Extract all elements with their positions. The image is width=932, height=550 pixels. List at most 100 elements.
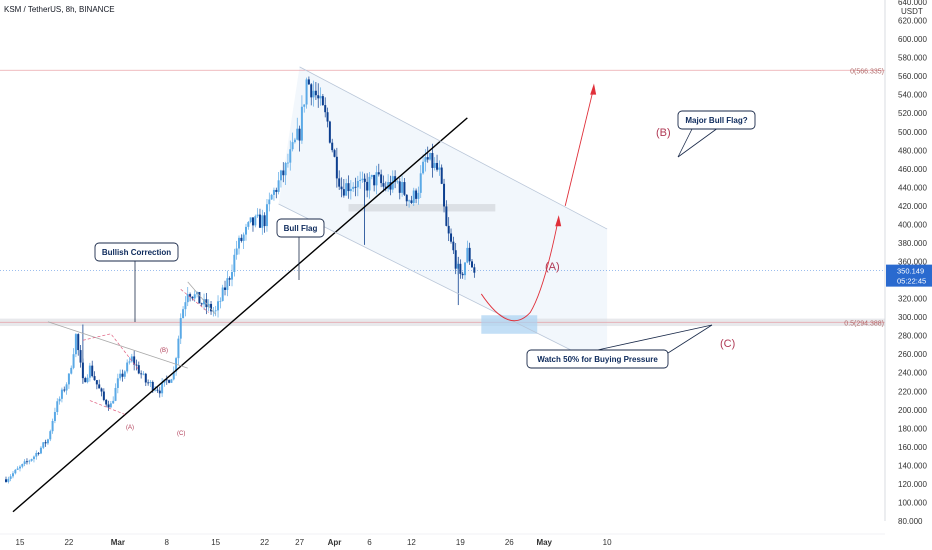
- x-tick-label: 22: [260, 538, 269, 547]
- candle-body: [415, 190, 418, 199]
- candle-body: [226, 278, 229, 290]
- candle-body: [37, 452, 40, 454]
- candle: [440, 164, 443, 185]
- candle: [377, 163, 380, 177]
- candle: [126, 359, 129, 374]
- candle-body: [126, 362, 129, 372]
- candle: [340, 177, 343, 198]
- candle-body: [263, 215, 266, 227]
- candle-body: [233, 254, 236, 272]
- candle-body: [408, 200, 411, 202]
- candle-body: [426, 157, 429, 160]
- candle: [238, 235, 240, 255]
- candle: [277, 171, 280, 195]
- candle: [375, 165, 378, 195]
- candle: [380, 169, 383, 188]
- callout-watch-50-pointer: [597, 324, 713, 351]
- candle-body: [303, 104, 306, 107]
- currency-label: USDT: [901, 7, 923, 16]
- countdown-value: 05:22:45: [897, 277, 926, 286]
- callout-bullish-correction-text: Bullish Correction: [102, 248, 171, 257]
- candle: [70, 365, 73, 375]
- candle: [359, 171, 362, 189]
- candle-body: [298, 128, 301, 141]
- candle: [419, 165, 422, 199]
- candle: [433, 157, 436, 171]
- candle-body: [461, 273, 464, 276]
- candle: [468, 242, 471, 265]
- candle: [331, 138, 334, 153]
- channel-lower: [278, 203, 608, 369]
- candle: [46, 438, 49, 445]
- candle: [247, 220, 250, 230]
- candle: [298, 125, 301, 152]
- candle: [119, 369, 122, 381]
- last-price-value: 350.149: [897, 267, 924, 276]
- projection-long-arrowhead: [590, 83, 597, 95]
- candle-body: [286, 162, 289, 164]
- candle: [382, 175, 385, 192]
- candle-body: [30, 459, 33, 461]
- candle-body: [42, 442, 45, 448]
- candle-body: [98, 384, 101, 389]
- wave-label-c-small: (C): [177, 431, 185, 437]
- candle-body: [394, 176, 397, 182]
- candle-body: [429, 153, 432, 160]
- candle-body: [7, 478, 10, 482]
- candle-body: [305, 79, 308, 105]
- candle: [224, 280, 227, 296]
- channel-upper: [299, 66, 608, 230]
- candle-body: [91, 365, 94, 377]
- candle-body: [272, 189, 275, 195]
- candle: [242, 232, 245, 249]
- wave-label-a-small: (A): [126, 425, 134, 431]
- candle: [398, 177, 401, 200]
- candle: [191, 296, 194, 301]
- candle-body: [18, 466, 21, 469]
- y-tick-label: 360.000: [898, 258, 927, 267]
- candle: [347, 175, 350, 199]
- candle-body: [270, 194, 273, 200]
- candle: [112, 396, 115, 404]
- candle-body: [464, 262, 467, 276]
- candle: [203, 293, 206, 310]
- candle: [28, 459, 31, 465]
- candle: [314, 82, 317, 101]
- x-tick-label: 19: [456, 538, 465, 547]
- candle: [32, 455, 35, 463]
- candle-body: [312, 90, 315, 98]
- candle: [184, 296, 187, 317]
- candle-body: [107, 404, 110, 408]
- candle-body: [403, 182, 406, 195]
- candle-body: [319, 96, 322, 99]
- candle-body: [359, 179, 362, 181]
- candle-body: [210, 303, 213, 312]
- candle-body: [377, 172, 380, 175]
- candle-body: [170, 379, 173, 383]
- candle: [193, 290, 196, 302]
- y-tick-label: 520.000: [898, 109, 927, 118]
- candle: [91, 360, 94, 378]
- candle: [140, 370, 143, 379]
- y-tick-label: 440.000: [898, 183, 927, 192]
- candle: [116, 373, 119, 394]
- candle-body: [142, 373, 145, 375]
- candle-body: [380, 174, 383, 184]
- candle-body: [77, 334, 80, 351]
- candle: [168, 379, 171, 384]
- candle-body: [284, 162, 287, 176]
- callout-bullish-correction-box: [94, 242, 179, 262]
- candle-body: [419, 173, 422, 193]
- y-tick-label: 640.000: [898, 0, 927, 7]
- candle-body: [21, 463, 24, 467]
- callout-bull-flag-text: Bull Flag: [284, 224, 318, 233]
- candle-body: [46, 439, 49, 444]
- candle-body: [443, 183, 446, 207]
- candle-body: [147, 382, 150, 384]
- resistance-zone: [348, 204, 496, 212]
- candle: [137, 361, 140, 375]
- candle: [254, 214, 257, 228]
- callout-bullish-correction: Bullish Correction: [94, 242, 179, 322]
- callout-bull-flag: Bull Flag: [276, 218, 325, 280]
